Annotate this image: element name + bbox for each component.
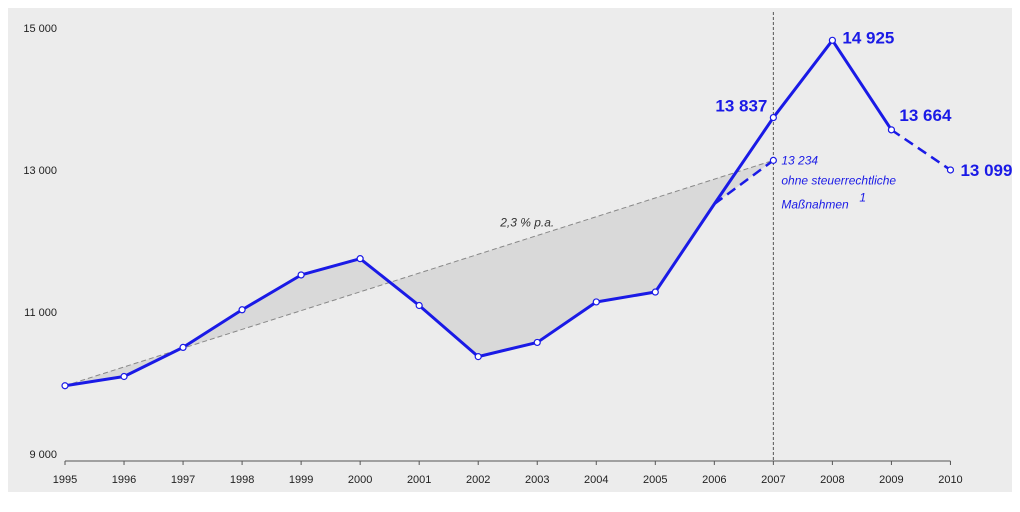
data-point [769,113,777,122]
x-tick-label: 2005 [643,474,667,486]
data-point [120,372,128,381]
y-tick-label: 15 000 [23,23,57,35]
x-tick-label: 1997 [171,474,195,486]
x-tick-label: 1998 [230,474,254,486]
x-tick-label: 2003 [525,474,549,486]
x-tick-label: 2006 [702,474,726,486]
alt-note-line2: Maßnahmen [781,197,849,211]
y-tick-label: 9 000 [29,449,57,461]
x-tick-label: 2001 [407,474,431,486]
y-tick-label: 11 000 [24,307,57,319]
data-point [592,298,600,306]
x-tick-label: 1996 [112,474,136,486]
data-point [415,301,423,310]
x-tick-label: 2000 [348,474,372,486]
data-point [828,36,836,44]
data-point [179,343,187,351]
data-point [946,166,955,174]
x-tick-label: 1999 [289,474,313,486]
footnote-superscript: 1 [859,190,866,204]
trend-label: 2,3 % p.a. [499,215,554,229]
x-tick-label: 2004 [584,474,608,486]
series-line-2010 [890,128,952,172]
data-point [769,156,777,164]
data-point [297,271,305,279]
data-label: 13 099 [960,161,1012,180]
x-tick-label: 2002 [466,474,490,486]
x-tick-label: 2008 [820,474,844,486]
data-label: 13 837 [715,97,767,116]
x-tick-label: 1995 [53,474,77,486]
alt-note-line1: ohne steuerrechtliche [781,173,896,187]
data-point [651,288,659,296]
data-point [474,353,482,361]
x-tick-label: 2010 [938,474,962,486]
data-point [238,306,246,314]
x-tick-label: 2009 [879,474,903,486]
data-point [356,255,364,263]
y-tick-label: 13 000 [23,165,57,177]
data-point [533,338,541,347]
data-point [887,126,896,134]
series-line-without-tax-measures [713,159,775,205]
x-tick-label: 2007 [761,474,785,486]
alt-value-label: 13 234 [781,153,818,167]
data-label: 13 664 [899,106,952,125]
data-point [61,382,69,390]
data-label: 14 925 [842,28,894,47]
